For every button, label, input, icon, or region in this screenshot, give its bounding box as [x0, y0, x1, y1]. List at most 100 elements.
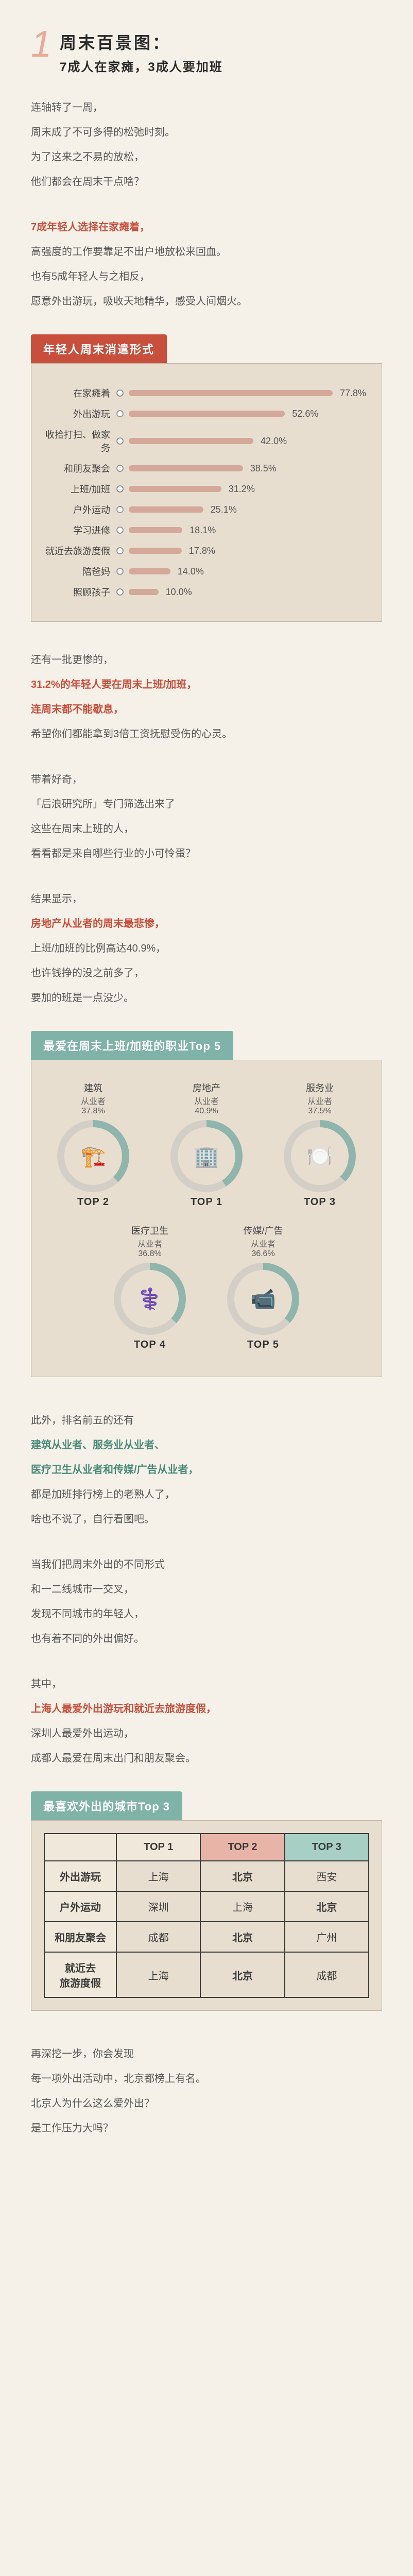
pie-rank: TOP 3 [273, 1196, 366, 1208]
paragraph: 7成年轻人选择在家瘫着， 高强度的工作要靠足不出户地放松来回血。 也有5成年轻人… [31, 215, 382, 314]
chart-title: 最爱在周末上班/加班的职业Top 5 [31, 1031, 233, 1060]
bar-value: 52.6% [292, 409, 318, 419]
chart-title: 年轻人周末消遣形式 [31, 334, 167, 363]
row-header: 外出游玩 [44, 1861, 116, 1891]
table-cell: 北京 [285, 1891, 369, 1922]
pie-rank: TOP 4 [104, 1339, 196, 1351]
bar-label: 在家瘫着 [42, 386, 116, 400]
pie-item: 房地产 从业者 40.9% 🏢 TOP 1 [160, 1081, 253, 1208]
paragraph: 还有一批更惨的， 31.2%的年轻人要在周末上班/加班， 连周末都不能歇息， 希… [31, 648, 382, 747]
pie-sub: 从业者 [160, 1094, 253, 1107]
table-cell: 广州 [285, 1922, 369, 1952]
table-cell: 深圳 [116, 1891, 200, 1922]
paragraph: 此外，排名前五的还有 建筑从业者、服务业从业者、 医疗卫生从业者和传媒/广告从业… [31, 1408, 382, 1532]
table-cell: 成都 [116, 1922, 200, 1952]
bar-value: 18.1% [190, 525, 216, 536]
table-cell: 上海 [200, 1891, 284, 1922]
pie-rank: TOP 2 [47, 1196, 140, 1208]
section-title-1: 周末百景图： [60, 30, 223, 54]
bar-row: 上班/加班 31.2% [42, 482, 366, 496]
bar-dot-icon [116, 527, 124, 534]
bar-label: 上班/加班 [42, 482, 116, 496]
pie-percent: 36.8% [104, 1249, 196, 1259]
bar-value: 10.0% [166, 587, 192, 598]
bar-label: 学习进修 [42, 523, 116, 537]
bar-value: 42.0% [261, 436, 287, 447]
pie-percent: 40.9% [160, 1107, 253, 1116]
paragraph: 当我们把周末外出的不同形式 和一二线城市一交叉， 发现不同城市的年轻人， 也有着… [31, 1552, 382, 1651]
bar-value: 14.0% [178, 566, 204, 577]
row-header: 就近去旅游度假 [44, 1952, 116, 1997]
table-row: 和朋友聚会成都北京广州 [44, 1922, 369, 1952]
paragraph: 结果显示， 房地产从业者的周末最悲惨， 上班/加班的比例高达40.9%， 也许钱… [31, 887, 382, 1010]
table-cell: 北京 [200, 1952, 284, 1997]
bar-dot-icon [116, 410, 124, 417]
city-table: 最喜欢外出的城市Top 3 TOP 1TOP 2TOP 3外出游玩上海北京西安户… [31, 1791, 382, 2011]
bar-label: 收拾打扫、做家务 [42, 428, 116, 454]
pie-name: 建筑 [47, 1081, 140, 1094]
bar-row: 在家瘫着 77.8% [42, 386, 366, 400]
bar-dot-icon [116, 485, 124, 493]
table-row: 外出游玩上海北京西安 [44, 1861, 369, 1891]
table-header: TOP 1 [116, 1834, 200, 1861]
section-header: 1 周末百景图： 7成人在家瘫，3成人要加班 [31, 26, 382, 75]
pie-item: 传媒/广告 从业者 36.6% 📹 TOP 5 [217, 1224, 309, 1351]
bar-label: 和朋友聚会 [42, 462, 116, 475]
pie-item: 医疗卫生 从业者 36.8% ⚕️ TOP 4 [104, 1224, 196, 1351]
bar-row: 照顾孩子 10.0% [42, 585, 366, 599]
bar-row: 外出游玩 52.6% [42, 407, 366, 420]
bar-value: 31.2% [229, 484, 255, 495]
bar-row: 和朋友聚会 38.5% [42, 462, 366, 475]
bar-value: 77.8% [340, 388, 366, 399]
bar-label: 外出游玩 [42, 407, 116, 420]
table-header: TOP 3 [285, 1834, 369, 1861]
paragraph: 连轴转了一周， 周末成了不可多得的松弛时刻。 为了这来之不易的放松， 他们都会在… [31, 95, 382, 194]
section-number: 1 [31, 26, 51, 63]
table-row: 户外运动深圳上海北京 [44, 1891, 369, 1922]
pie-name: 房地产 [160, 1081, 253, 1094]
pie-percent: 36.6% [217, 1249, 309, 1259]
row-header: 户外运动 [44, 1891, 116, 1922]
bar-dot-icon [116, 389, 124, 397]
pie-chart-group: 最爱在周末上班/加班的职业Top 5 建筑 从业者 37.8% 🏗️ TOP 2… [31, 1031, 382, 1377]
bar-row: 就近去旅游度假 17.8% [42, 544, 366, 557]
bar-chart: 年轻人周末消遣形式 在家瘫着 77.8% 外出游玩 52.6% 收拾打扫、做家务 4… [31, 334, 382, 622]
pie-sub: 从业者 [273, 1094, 366, 1107]
row-header: 和朋友聚会 [44, 1922, 116, 1952]
job-icon: 📹 [250, 1287, 276, 1311]
paragraph: 再深挖一步，你会发现 每一项外出活动中，北京都榜上有名。 北京人为什么这么爱外出… [31, 2042, 382, 2141]
bar-value: 25.1% [211, 504, 237, 515]
bar-row: 收拾打扫、做家务 42.0% [42, 428, 366, 454]
pie-rank: TOP 1 [160, 1196, 253, 1208]
table-cell: 成都 [285, 1952, 369, 1997]
pie-name: 传媒/广告 [217, 1224, 309, 1237]
pie-name: 服务业 [273, 1081, 366, 1094]
bar-dot-icon [116, 588, 124, 596]
bar-label: 陪爸妈 [42, 565, 116, 578]
bar-dot-icon [116, 465, 124, 472]
bar-dot-icon [116, 547, 124, 554]
bar-dot-icon [116, 437, 124, 445]
pie-name: 医疗卫生 [104, 1224, 196, 1237]
table-cell: 上海 [116, 1952, 200, 1997]
pie-percent: 37.8% [47, 1107, 140, 1116]
chart-title: 最喜欢外出的城市Top 3 [31, 1791, 182, 1820]
table-cell: 北京 [200, 1922, 284, 1952]
bar-dot-icon [116, 568, 124, 575]
job-icon: ⚕️ [137, 1287, 163, 1311]
paragraph: 其中， 上海人最爱外出游玩和就近去旅游度假， 深圳人最爱外出运动， 成都人最爱在… [31, 1672, 382, 1771]
table-cell: 北京 [200, 1861, 284, 1891]
bar-row: 陪爸妈 14.0% [42, 565, 366, 578]
bar-row: 学习进修 18.1% [42, 523, 366, 537]
table-cell: 上海 [116, 1861, 200, 1891]
bar-dot-icon [116, 506, 124, 513]
pie-sub: 从业者 [47, 1094, 140, 1107]
pie-item: 服务业 从业者 37.5% 🍽️ TOP 3 [273, 1081, 366, 1208]
bar-value: 38.5% [250, 463, 277, 474]
table-header [44, 1834, 116, 1861]
bar-label: 照顾孩子 [42, 585, 116, 599]
section-title-2: 7成人在家瘫，3成人要加班 [60, 57, 223, 75]
pie-sub: 从业者 [104, 1237, 196, 1249]
job-icon: 🏗️ [80, 1144, 106, 1168]
paragraph: 带着好奇， 「后浪研究所」专门筛选出来了 这些在周末上班的人， 看看都是来自哪些… [31, 767, 382, 866]
